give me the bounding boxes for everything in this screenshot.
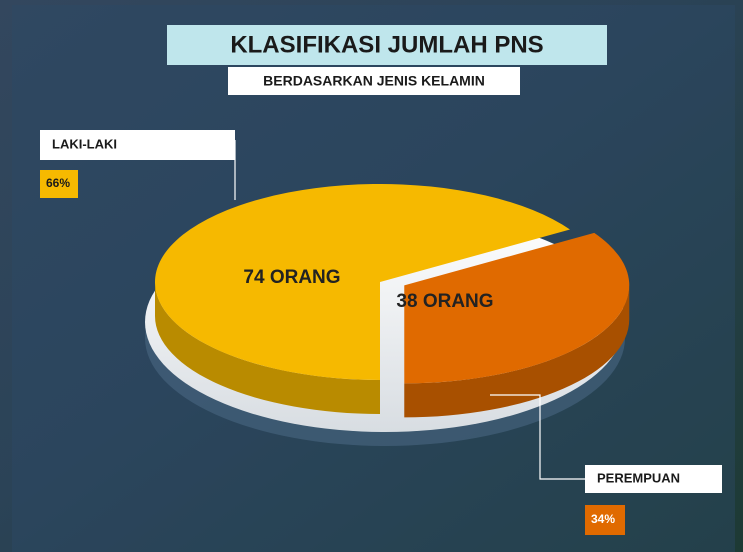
value-label: 66% (46, 176, 70, 190)
slice-side (404, 285, 630, 418)
value-label: 34% (591, 512, 615, 526)
count-label: 74 ORANG (243, 267, 340, 288)
slice (154, 183, 570, 380)
legend-label: LAKI-LAKI (52, 136, 117, 151)
legend-box (585, 465, 722, 493)
slice (404, 232, 630, 384)
legend-swatch (585, 505, 625, 535)
legend-swatch (40, 170, 78, 198)
chart-subtitle: BERDASARKAN JENIS KELAMIN (263, 73, 485, 89)
count-label: 38 ORANG (396, 291, 493, 312)
chart-title: KLASIFIKASI JUMLAH PNS (230, 31, 543, 58)
legend-box (40, 130, 235, 160)
leader-line (490, 394, 585, 480)
pie (154, 183, 630, 418)
slice-side (155, 282, 380, 414)
title-box (167, 25, 607, 65)
legend-label: PEREMPUAN (597, 470, 680, 485)
subtitle-box (228, 67, 520, 95)
